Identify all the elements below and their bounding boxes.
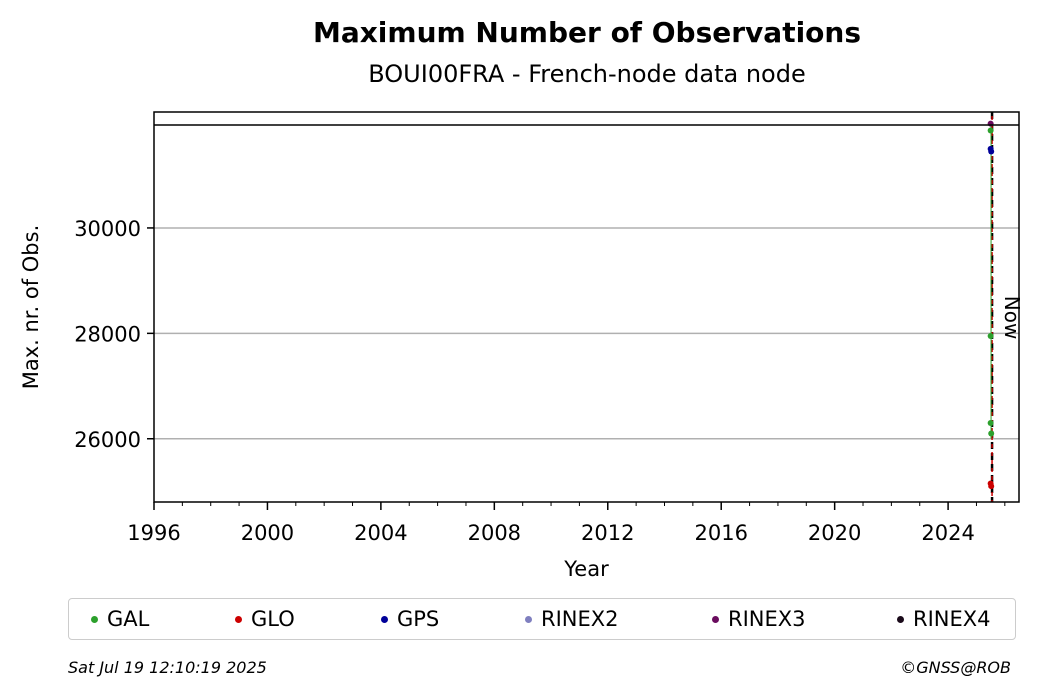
legend-marker — [381, 615, 388, 623]
y-tick-label: 30000 — [74, 217, 141, 241]
now-label: Now — [1000, 296, 1024, 340]
x-tick-label: 2004 — [354, 521, 407, 545]
y-axis-label: Max. nr. of Obs. — [19, 225, 43, 390]
legend-label: GLO — [251, 607, 295, 631]
y-tick-label: 26000 — [74, 428, 141, 452]
x-tick-label: 2008 — [468, 521, 521, 545]
footer-timestamp: Sat Jul 19 12:10:19 2025 — [68, 658, 267, 677]
legend-item-rinex2: RINEX2 — [525, 599, 619, 639]
plot-frame — [153, 111, 1020, 503]
legend-marker — [712, 615, 719, 623]
chart-subtitle: BOUI00FRA - French-node data node — [368, 60, 806, 88]
data-point-gps — [988, 148, 995, 155]
data-point-gal — [987, 419, 994, 426]
data-point-gal — [987, 332, 994, 339]
legend-item-gps: GPS — [381, 599, 439, 639]
legend-item-rinex4: RINEX4 — [897, 599, 991, 639]
legend-label: GAL — [107, 607, 150, 631]
y-tick-label: 28000 — [74, 322, 141, 346]
legend: GAL GLO GPS RINEX2 RINEX3 RINEX4 — [68, 598, 1016, 640]
x-tick-label: 2024 — [921, 521, 974, 545]
legend-item-gal: GAL — [91, 599, 149, 639]
x-axis-label: Year — [563, 557, 609, 581]
x-tick-label: 2000 — [241, 521, 294, 545]
x-tick-label: 2020 — [808, 521, 861, 545]
chart-svg: Maximum Number of Observations BOUI00FRA … — [19, 16, 1024, 581]
x-tick-label: 1996 — [127, 521, 180, 545]
footer-copyright: ©GNSS@ROB — [900, 658, 1011, 677]
legend-label: RINEX2 — [541, 607, 619, 631]
legend-label: GPS — [397, 607, 440, 631]
data-point-gal — [987, 127, 994, 134]
legend-label: RINEX4 — [913, 607, 991, 631]
chart-title: Maximum Number of Observations — [313, 16, 861, 49]
legend-label: RINEX3 — [728, 607, 806, 631]
x-tick-label: 2016 — [694, 521, 747, 545]
data-point-gal — [988, 430, 995, 437]
legend-marker — [91, 615, 98, 623]
x-tick-label: 2012 — [581, 521, 634, 545]
legend-marker — [235, 615, 242, 623]
data-point-glo — [988, 483, 995, 490]
legend-marker — [897, 615, 904, 623]
legend-marker — [525, 615, 532, 623]
legend-item-rinex3: RINEX3 — [712, 599, 806, 639]
legend-item-glo: GLO — [235, 599, 295, 639]
